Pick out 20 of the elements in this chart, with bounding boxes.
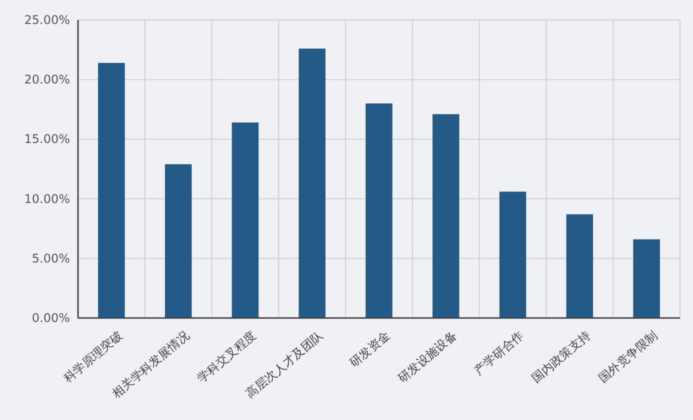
x-tick-label: 研发设施设备 [395, 328, 460, 386]
y-tick-label: 25.00% [24, 13, 70, 27]
bar [566, 214, 594, 318]
bar [164, 164, 192, 318]
bar [366, 103, 392, 318]
x-tick-label: 国内政策支持 [529, 328, 594, 386]
y-tick-label: 0.00% [32, 311, 70, 325]
bar [98, 62, 125, 318]
y-tick-label: 15.00% [24, 132, 70, 146]
y-tick-label: 5.00% [32, 251, 70, 266]
y-tick-label: 20.00% [24, 72, 70, 87]
bar [499, 192, 526, 318]
bar [232, 122, 259, 318]
x-tick-label: 产学研合作 [471, 328, 526, 378]
x-tick-label: 研发资金 [346, 328, 393, 370]
y-tick-label: 10.00% [24, 192, 70, 206]
bar [298, 48, 326, 318]
x-tick-label: 国外竞争限制 [596, 328, 660, 386]
bar [633, 239, 660, 318]
bar [432, 114, 460, 318]
